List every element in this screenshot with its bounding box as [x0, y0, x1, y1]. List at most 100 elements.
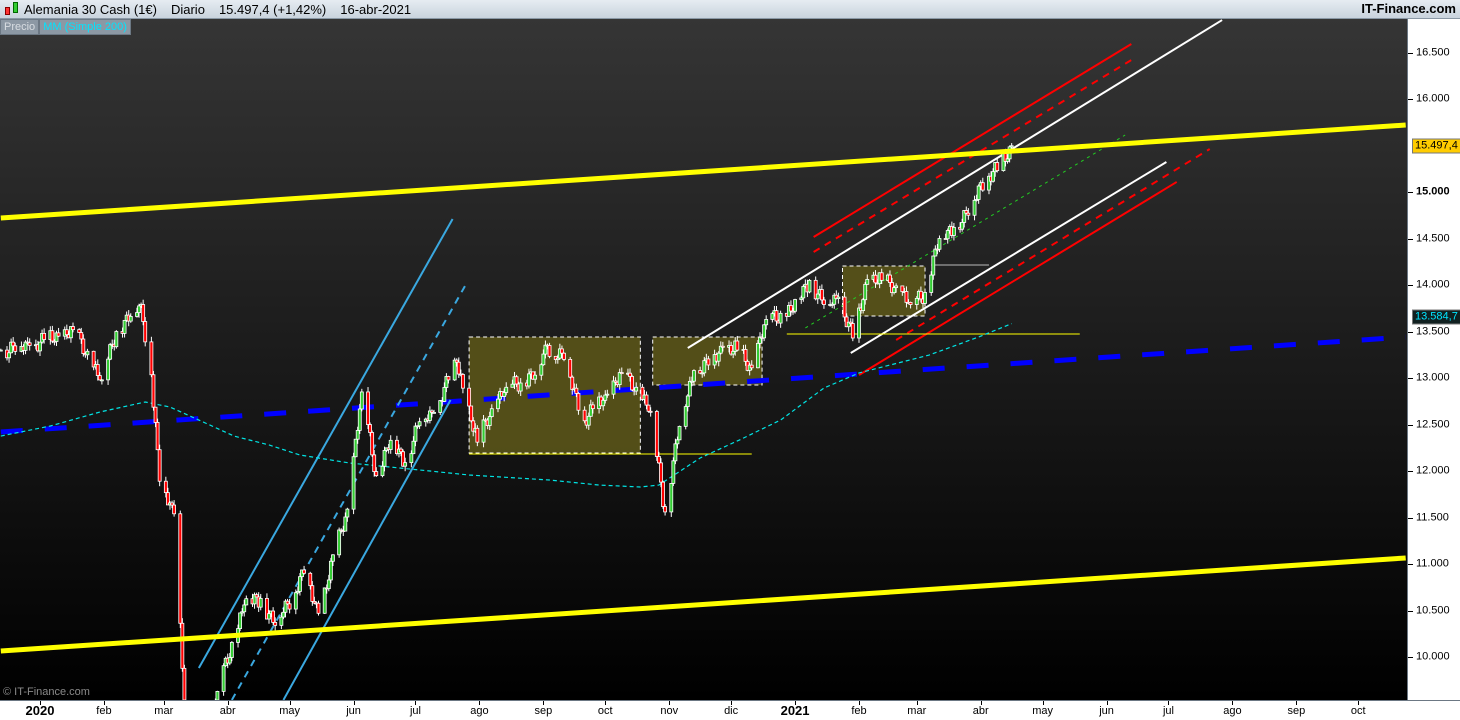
candle [481, 419, 486, 443]
candle [605, 393, 610, 396]
candle [807, 279, 812, 293]
candle [153, 406, 158, 423]
mm200-tag: 13.584,7 [1412, 309, 1460, 324]
candle [399, 448, 403, 453]
candle [394, 439, 399, 454]
x-tick [1232, 701, 1234, 705]
x-tick-label: oct [597, 705, 613, 717]
candlestick-icon [2, 0, 24, 19]
candle [700, 372, 705, 375]
y-tick [1408, 424, 1413, 426]
candle [1009, 145, 1014, 148]
candle [706, 358, 711, 366]
y-tick-label: 14.000 [1416, 278, 1450, 291]
candle [254, 594, 259, 598]
candle [555, 357, 560, 360]
channel-2020-upper-line [197, 218, 454, 669]
candle [677, 425, 682, 441]
candle [428, 410, 432, 421]
candle [648, 410, 653, 413]
candle [471, 420, 476, 432]
y-tick-label: 10.000 [1416, 650, 1450, 663]
candle [888, 274, 892, 283]
candle [56, 332, 61, 337]
y-tick-label: 16.000 [1416, 92, 1450, 105]
candle [846, 321, 851, 328]
y-tick [1408, 657, 1413, 658]
candle [496, 398, 500, 410]
brand: IT-Finance.com [1361, 1, 1456, 16]
candle [271, 610, 276, 623]
x-tick-label: dic [724, 705, 739, 717]
x-tick-label: feb [96, 705, 112, 717]
candle [122, 319, 127, 334]
candle [789, 305, 793, 312]
channel-2020-mid-line [230, 285, 466, 700]
candle [929, 274, 934, 293]
candle [281, 611, 286, 618]
candle [151, 374, 156, 408]
y-axis[interactable]: 16.500 16.000 15.000 14.500 14.000 13.500 13.0… [1407, 19, 1460, 700]
candle [908, 302, 913, 305]
candle [411, 440, 416, 455]
candle [976, 185, 981, 200]
candle [454, 359, 459, 363]
candle [141, 304, 146, 322]
candle [601, 399, 606, 407]
x-tick-label: abr [219, 705, 236, 717]
candle [345, 508, 350, 518]
candle [91, 350, 96, 368]
y-tick-label: 12.500 [1416, 418, 1450, 430]
y-tick-label: 10.500 [1416, 604, 1450, 616]
y-tick [1408, 238, 1413, 240]
candle [671, 460, 676, 484]
tab-price[interactable]: Precio [0, 19, 40, 35]
candle [865, 279, 870, 285]
plot-area[interactable] [0, 19, 1407, 700]
candle [937, 238, 942, 250]
y-tick-label: 13.000 [1416, 371, 1450, 384]
x-tick [605, 701, 607, 705]
candle [114, 331, 119, 348]
candle [933, 248, 938, 257]
instrument-name: Alemania 30 Cash (1€) [24, 1, 157, 17]
x-tick [479, 701, 481, 705]
chart-header: Alemania 30 Cash (1€) Diario 15.497,4 (+… [0, 0, 1460, 19]
x-tick [415, 701, 417, 705]
candle [413, 425, 418, 442]
candle [900, 285, 905, 293]
x-tick-label: jul [1162, 705, 1174, 717]
red-upper-line [813, 43, 1132, 238]
candle [822, 299, 826, 305]
x-tick-label: sep [534, 705, 553, 717]
candle [163, 480, 168, 494]
y-tick [1408, 192, 1413, 193]
candle [960, 222, 965, 230]
candle [273, 621, 278, 626]
candle [611, 380, 616, 395]
candle [77, 329, 82, 333]
candle [452, 359, 457, 381]
range-box [842, 265, 926, 317]
candle [628, 372, 632, 377]
period[interactable]: Diario [170, 1, 205, 17]
candle [401, 451, 405, 467]
x-tick [795, 701, 797, 705]
candle [687, 381, 692, 397]
x-axis[interactable]: 2020 feb mar abr may jun jul ago sep oct nov dic 202… [0, 700, 1460, 720]
candle [762, 324, 767, 339]
tab-mm200[interactable]: MM (Simple 200) [39, 19, 131, 35]
candle [590, 404, 595, 410]
candle [619, 372, 624, 374]
candle [50, 330, 55, 342]
candle [157, 449, 162, 482]
candle [106, 358, 110, 381]
candle [879, 272, 884, 281]
candle [848, 321, 853, 324]
candle [172, 504, 176, 515]
candle [23, 341, 28, 351]
red-lower-line [858, 181, 1178, 376]
candle [170, 502, 174, 506]
candle [770, 313, 775, 320]
candle [842, 296, 847, 318]
